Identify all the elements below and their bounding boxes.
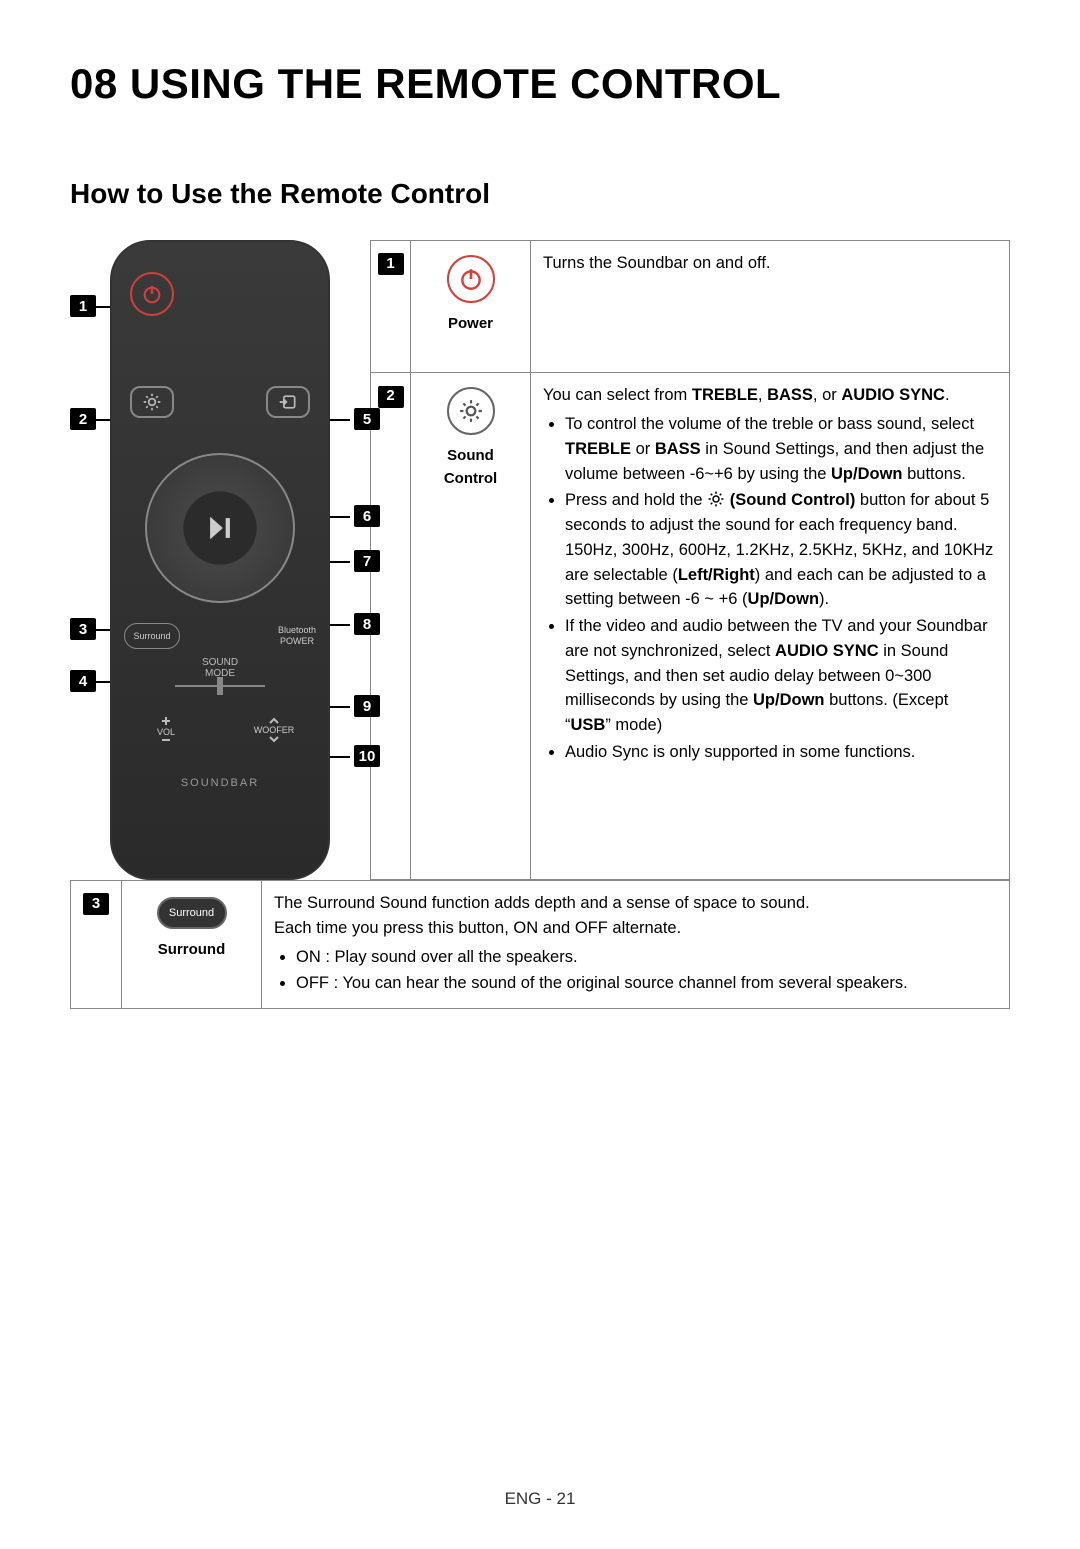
callout-8: 8 [354, 613, 380, 635]
surround-pill: Surround [157, 897, 227, 929]
gear-icon [142, 392, 162, 412]
remote-top-row [112, 386, 328, 418]
power-icon [141, 283, 163, 305]
remote-body: Surround Bluetooth POWER SOUND MODE VOL [110, 240, 330, 880]
power-icon [458, 266, 484, 292]
remote-vol-rocker: VOL [146, 717, 186, 757]
callout-7: 7 [354, 550, 380, 572]
text: , or [813, 386, 841, 404]
remote-surround-button: Surround [124, 623, 180, 649]
text: You can select from [543, 386, 692, 404]
remote-brand: SOUNDBAR [112, 777, 328, 789]
row-label: Power [423, 313, 518, 336]
table-row: 2 Sound Control You can select from TREB… [371, 373, 1010, 880]
bluetooth-label: Bluetooth [278, 625, 316, 636]
list-item: Audio Sync is only supported in some fun… [565, 740, 997, 765]
callout-3: 3 [70, 618, 96, 640]
vol-label: VOL [157, 727, 175, 737]
row-number: 3 [83, 893, 109, 915]
callout-6: 6 [354, 505, 380, 527]
text: . [945, 386, 950, 404]
text: ). [819, 590, 829, 608]
slider-track [175, 685, 265, 687]
list-item: OFF : You can hear the sound of the orig… [296, 971, 997, 996]
play-pause-icon [203, 511, 237, 545]
text-bold: Up/Down [748, 590, 820, 608]
plus-icon [160, 717, 172, 727]
text-bold: BASS [767, 386, 813, 404]
text: To control the volume of the treble or b… [565, 415, 974, 433]
row-label: Surround [134, 939, 249, 962]
text: or [631, 440, 655, 458]
remote-dpad [145, 453, 295, 603]
remote-sound-mode-slider [112, 685, 328, 687]
row-number: 1 [378, 253, 404, 275]
list-item: To control the volume of the treble or b… [565, 412, 997, 486]
chevron-up-icon [268, 717, 280, 725]
list-item: ON : Play sound over all the speakers. [296, 945, 997, 970]
page-title: 08 USING THE REMOTE CONTROL [70, 60, 1010, 108]
remote-diagram: 1 2 3 4 5 6 7 8 9 10 [70, 240, 370, 880]
callout-5: 5 [354, 408, 380, 430]
row-description: You can select from TREBLE, BASS, or AUD… [531, 373, 1010, 880]
content-wrap: 1 2 3 4 5 6 7 8 9 10 [70, 240, 1010, 880]
sound-control-icon-cell [447, 387, 495, 435]
description-table-bottom: 3 Surround Surround The Surround Sound f… [70, 880, 1010, 1009]
text-bold: Up/Down [831, 465, 903, 483]
slider-handle [217, 677, 223, 695]
row-description: The Surround Sound function adds depth a… [262, 881, 1010, 1009]
remote-woofer-rocker: WOOFER [254, 717, 294, 757]
woofer-label: WOOFER [254, 725, 295, 735]
text: Each time you press this button, ON and … [274, 916, 997, 941]
text-bold: BASS [655, 440, 701, 458]
callout-10: 10 [354, 745, 380, 767]
remote-power-button [130, 272, 174, 316]
remote-bottom-row: VOL WOOFER [112, 717, 328, 757]
row-description: Turns the Soundbar on and off. [531, 241, 1010, 373]
text-bold: AUDIO SYNC [775, 642, 879, 660]
gear-icon [707, 490, 725, 508]
power-label: POWER [278, 636, 316, 647]
page-footer: ENG - 21 [70, 1489, 1010, 1509]
text-bold: TREBLE [692, 386, 758, 404]
text: The Surround Sound function adds depth a… [274, 891, 997, 916]
text-bold: AUDIO SYNC [841, 386, 945, 404]
text-bold: (Sound Control) [725, 491, 855, 509]
remote-sound-control-button [130, 386, 174, 418]
power-icon-cell [447, 255, 495, 303]
gear-icon [458, 398, 484, 424]
section-title: How to Use the Remote Control [70, 178, 1010, 210]
callout-1: 1 [70, 295, 96, 317]
text: , [758, 386, 767, 404]
row-label: Sound Control [423, 445, 518, 490]
callout-2: 2 [70, 408, 96, 430]
callout-4: 4 [70, 670, 96, 692]
chevron-down-icon [268, 735, 280, 743]
text: ” mode) [605, 716, 662, 734]
remote-bluetooth-power-button: Bluetooth POWER [278, 625, 316, 647]
callout-9: 9 [354, 695, 380, 717]
remote-sound-mode-label: SOUND MODE [112, 657, 328, 679]
table-row: 3 Surround Surround The Surround Sound f… [71, 881, 1010, 1009]
text: buttons. [903, 465, 966, 483]
description-table: 1 Power Turns the Soundbar on and off. 2… [370, 240, 1010, 880]
remote-mid-row: Surround Bluetooth POWER [112, 623, 328, 649]
minus-icon [160, 737, 172, 743]
text-bold: Left/Right [678, 566, 755, 584]
text-bold: USB [571, 716, 606, 734]
source-icon [278, 392, 298, 412]
list-item: If the video and audio between the TV an… [565, 614, 997, 738]
table-row: 1 Power Turns the Soundbar on and off. [371, 241, 1010, 373]
text-bold: TREBLE [565, 440, 631, 458]
text-bold: Up/Down [753, 691, 825, 709]
remote-source-button [266, 386, 310, 418]
list-item: Press and hold the (Sound Control) butto… [565, 488, 997, 612]
text: Press and hold the [565, 491, 707, 509]
row-number: 2 [378, 386, 404, 408]
sound-label: SOUND [112, 657, 328, 668]
